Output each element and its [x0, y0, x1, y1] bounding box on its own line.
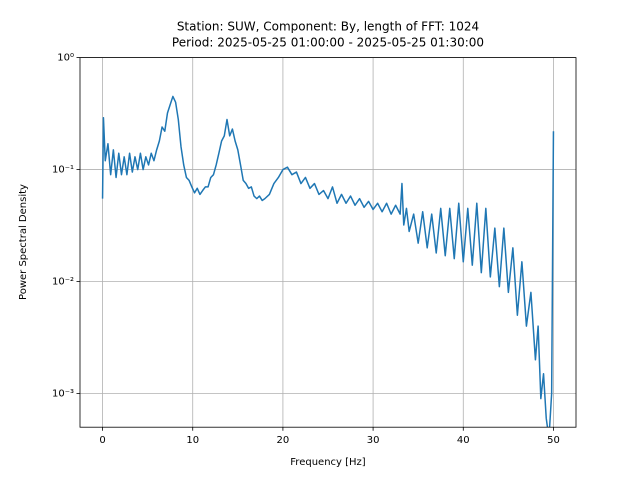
- y-tick-label: 10⁻¹: [52, 165, 74, 176]
- y-tick-label: 10⁰: [57, 53, 74, 64]
- x-tick-label: 20: [277, 435, 290, 446]
- chart-title: Station: SUW, Component: By, length of F…: [177, 20, 479, 34]
- x-tick-label: 40: [457, 435, 470, 446]
- x-tick-label: 30: [367, 435, 380, 446]
- chart-subtitle: Period: 2025-05-25 01:00:00 - 2025-05-25…: [172, 36, 484, 50]
- x-tick-label: 0: [99, 435, 105, 446]
- y-tick-label: 10⁻²: [52, 277, 74, 288]
- y-tick-label: 10⁻³: [52, 388, 74, 399]
- x-axis-label: Frequency [Hz]: [290, 457, 366, 468]
- x-tick-label: 50: [547, 435, 560, 446]
- axes-frame: [79, 57, 577, 428]
- data-line: [101, 95, 555, 428]
- y-axis-label: Power Spectral Density: [18, 184, 29, 300]
- x-tick-label: 10: [186, 435, 199, 446]
- plot-area: [101, 95, 555, 428]
